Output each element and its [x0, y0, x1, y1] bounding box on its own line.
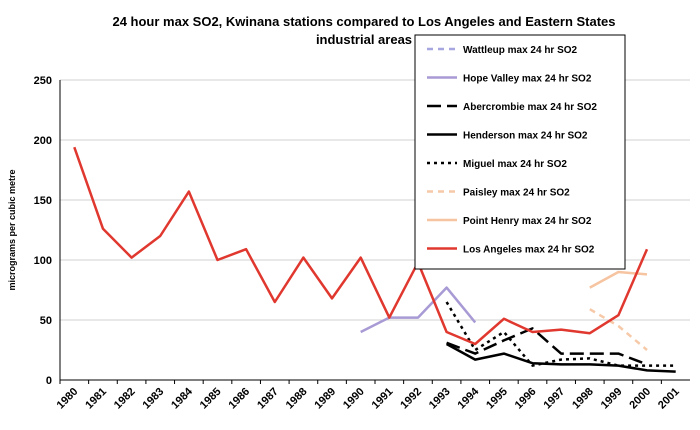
y-tick-label: 250: [34, 75, 52, 87]
legend-label: Henderson max 24 hr SO2: [463, 131, 588, 142]
x-tick-label: 1994: [456, 385, 482, 411]
x-tick-label: 1988: [284, 386, 310, 412]
legend-label: Paisley max 24 hr SO2: [463, 188, 570, 199]
chart-title-line-1: 24 hour max SO2, Kwinana stations compar…: [112, 14, 615, 29]
legend-label: Abercrombie max 24 hr SO2: [463, 102, 597, 113]
series-line-henderson-max-24-hr-so2: [446, 342, 676, 373]
legend-label: Los Angeles max 24 hr SO2: [463, 245, 595, 256]
x-tick-label: 1987: [255, 386, 281, 412]
y-tick-label: 150: [34, 195, 52, 207]
x-tick-label: 1992: [398, 386, 424, 412]
x-tick-label: 1998: [570, 386, 596, 412]
legend-box: [414, 34, 626, 270]
y-tick-label: 0: [46, 375, 52, 387]
series-line-abercrombie-max-24-hr-so2: [446, 327, 648, 366]
x-tick-label: 1997: [541, 386, 567, 412]
x-tick-label: 1981: [83, 386, 109, 412]
y-tick-label: 200: [34, 135, 52, 147]
series-line-hope-valley-max-24-hr-so2: [360, 286, 477, 334]
x-tick-label: 1991: [370, 386, 396, 412]
x-tick-label: 1980: [55, 386, 81, 412]
x-tick-label: 1982: [112, 386, 138, 412]
x-tick-label: 2001: [656, 386, 682, 412]
series-line-paisley-max-24-hr-so2: [589, 308, 648, 351]
x-tick-label: 1984: [169, 385, 195, 411]
y-axis-label: micrograms per cubic metre: [7, 169, 17, 290]
x-tick-label: 1986: [226, 386, 252, 412]
x-tick-label: 1989: [312, 386, 338, 412]
legend-label: Wattleup max 24 hr SO2: [463, 45, 578, 56]
x-tick-label: 1990: [341, 386, 367, 412]
x-tick-label: 1983: [141, 386, 167, 412]
chart-title-line-2: industrial areas: [316, 32, 412, 47]
y-tick-label: 100: [34, 255, 52, 267]
y-tick-label: 50: [40, 315, 52, 327]
legend-label: Hope Valley max 24 hr SO2: [463, 74, 592, 85]
x-tick-label: 1999: [599, 386, 625, 412]
x-tick-label: 1995: [484, 386, 510, 412]
legend-label: Miguel max 24 hr SO2: [463, 159, 567, 170]
x-tick-label: 2000: [627, 386, 653, 412]
x-tick-label: 1985: [198, 386, 224, 412]
series-line-los-angeles-max-24-hr-so2: [73, 146, 649, 346]
x-tick-label: 1993: [427, 386, 453, 412]
series-line-point-henry-max-24-hr-so2: [589, 270, 648, 289]
legend-label: Point Henry max 24 hr SO2: [463, 216, 592, 227]
x-tick-label: 1996: [513, 386, 539, 412]
series-line-miguel-max-24-hr-so2: [445, 301, 676, 367]
